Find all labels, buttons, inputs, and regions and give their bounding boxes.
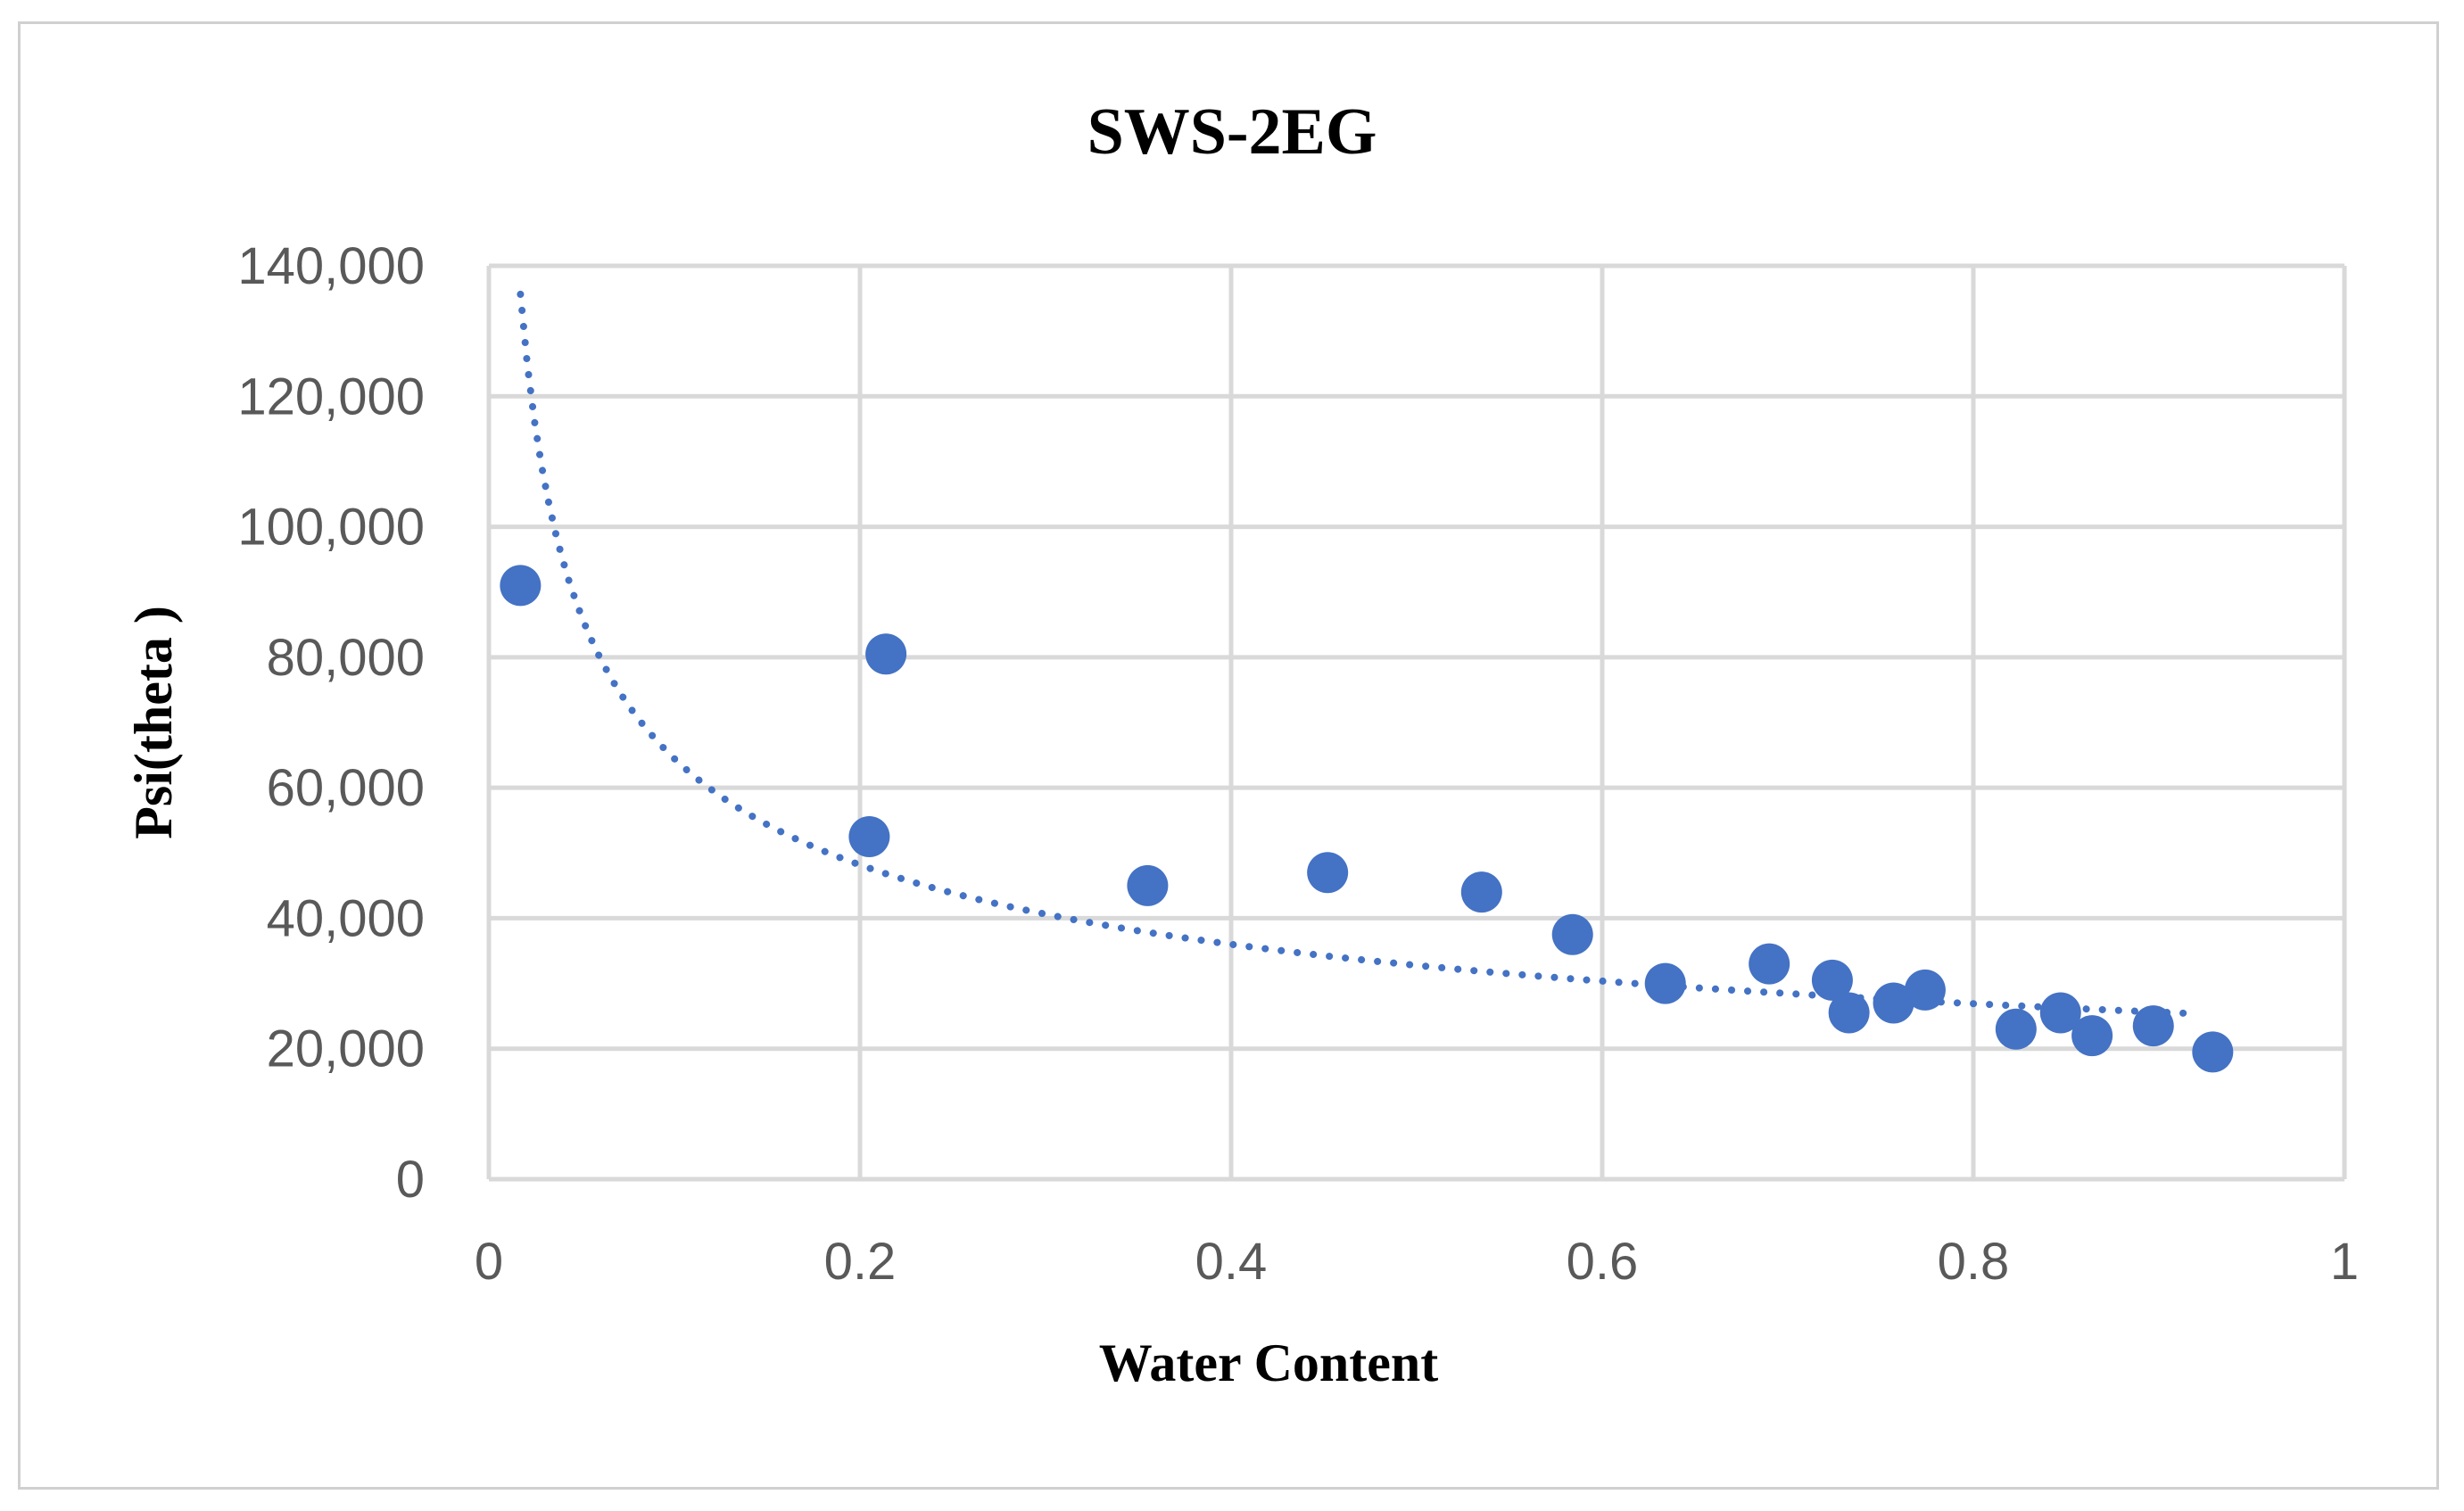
y-tick-label: 120,000 xyxy=(237,367,425,425)
data-point xyxy=(2132,1005,2174,1047)
data-point xyxy=(1995,1008,2037,1050)
chart-title: SWS-2EG xyxy=(1087,95,1377,169)
y-tick-label: 40,000 xyxy=(267,889,425,947)
x-tick-label: 0.2 xyxy=(824,1233,897,1291)
x-axis-title: Water Content xyxy=(1099,1333,1439,1392)
trendline xyxy=(517,290,2200,1018)
data-point xyxy=(1828,992,1870,1034)
data-point xyxy=(1644,962,1686,1004)
data-point xyxy=(865,633,907,675)
x-tick-label: 0.4 xyxy=(1195,1233,1268,1291)
x-tick-label: 0.6 xyxy=(1567,1233,1639,1291)
x-tick-label: 0.8 xyxy=(1938,1233,2010,1291)
gridlines xyxy=(486,263,2347,1182)
data-point xyxy=(1811,959,1853,1001)
y-tick-label: 80,000 xyxy=(267,629,425,687)
data-points xyxy=(500,565,2234,1073)
data-point xyxy=(500,565,542,607)
x-tick-label: 0 xyxy=(475,1233,503,1291)
data-point xyxy=(2071,1015,2113,1057)
data-point xyxy=(1551,913,1593,955)
data-point xyxy=(1904,969,1946,1011)
data-point xyxy=(1460,871,1502,913)
y-axis-title: Psi(theta ) xyxy=(124,606,183,839)
x-tick-label: 1 xyxy=(2330,1233,2359,1291)
y-tick-label: 60,000 xyxy=(267,759,425,817)
y-tick-label: 0 xyxy=(396,1151,425,1209)
data-point xyxy=(2192,1031,2234,1073)
data-point xyxy=(1873,982,1914,1024)
data-point xyxy=(1749,943,1790,985)
data-point xyxy=(1307,852,1349,894)
y-tick-label: 100,000 xyxy=(237,499,425,557)
data-point xyxy=(2039,992,2081,1034)
data-point xyxy=(1127,864,1169,906)
data-point xyxy=(848,816,890,857)
y-tick-label: 20,000 xyxy=(267,1020,425,1078)
tick-labels: 0 20,000 40,000 60,000 80,000 100,000 120,000 1… xyxy=(237,237,2359,1291)
y-tick-label: 140,000 xyxy=(237,237,425,295)
